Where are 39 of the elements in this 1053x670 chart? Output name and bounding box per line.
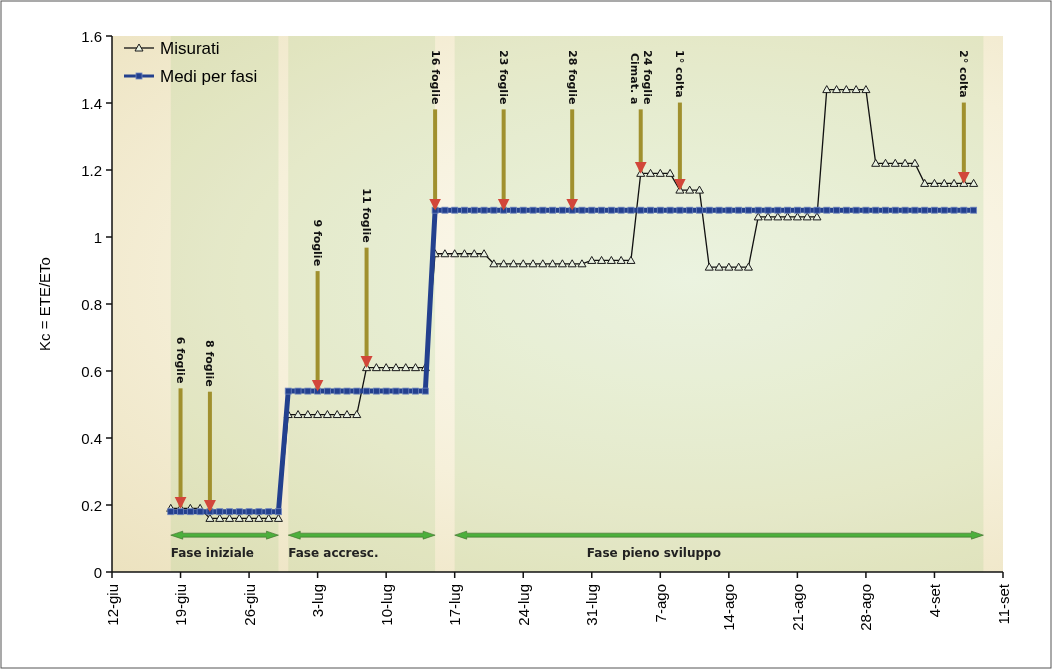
band-label: Fase pieno sviluppo [586, 546, 721, 561]
annotation: 23 foglie [497, 50, 511, 105]
y-tick-label: 0.6 [81, 362, 102, 380]
x-tick-label: 24-lug [514, 584, 532, 626]
x-tick-label: 11-set [994, 583, 1012, 625]
y-tick-label: 0.8 [81, 295, 102, 313]
x-tick-label: 3-lug [309, 584, 327, 618]
annotation: Cimat. a 24 foglie [627, 50, 654, 105]
legend-label: Medi per fasi [160, 66, 258, 86]
annotation: 6 foglie [174, 336, 188, 384]
y-tick-label: 1.2 [81, 161, 102, 179]
y-tick-label: 1.6 [81, 27, 102, 45]
x-tick-label: 12-giu [103, 584, 121, 626]
band-label: Fase iniziale [170, 546, 255, 561]
x-tick-label: 4-set [925, 583, 943, 618]
annotation: 8 foglie [203, 340, 217, 387]
x-tick-label: 28-ago [857, 584, 875, 631]
annotation: 28 foglie [565, 50, 579, 105]
y-tick-label: 1 [93, 228, 102, 246]
y-tick-label: 0 [93, 563, 102, 581]
annotation: 2° colta [957, 50, 971, 98]
annotation: 11 foglie [360, 188, 374, 243]
y-tick-label: 0.2 [81, 496, 102, 514]
annotation: 1° colta [673, 50, 687, 98]
x-tick-label: 26-giu [240, 584, 258, 626]
x-tick-label: 31-lug [583, 584, 601, 626]
x-tick-label: 17-lug [446, 584, 464, 626]
y-tick-label: 0.4 [81, 429, 102, 447]
x-tick-label: 21-ago [788, 584, 806, 631]
x-tick-label: 7-ago [651, 584, 669, 623]
legend-label: Misurati [160, 38, 220, 58]
x-tick-label: 10-lug [377, 584, 395, 626]
annotation: 16 foglie [428, 50, 442, 105]
x-tick-label: 19-giu [172, 584, 190, 626]
y-axis-title: Kc = ETE/ETo [36, 257, 53, 351]
annotation: 9 foglie [311, 219, 325, 267]
band-label: Fase accresc. [288, 546, 379, 561]
x-tick-label: 14-ago [720, 584, 738, 631]
y-tick-label: 1.4 [81, 94, 102, 112]
